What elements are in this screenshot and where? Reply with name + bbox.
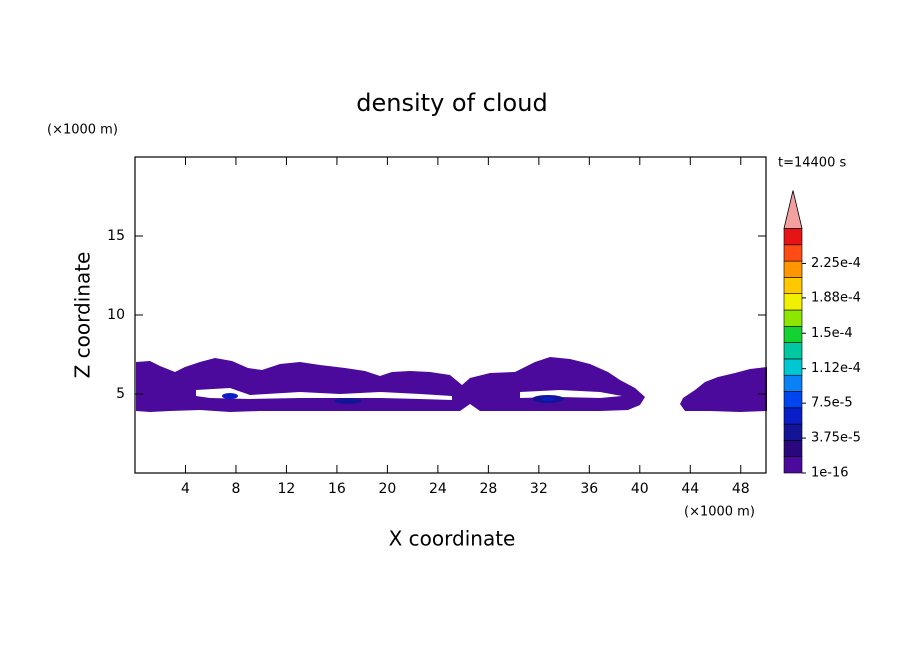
colorbar-tick-label: 1.12e-4 — [811, 361, 861, 376]
y-unit: (×1000 m) — [47, 123, 118, 138]
colorbar-level — [783, 228, 803, 246]
x-tick-label: 24 — [429, 481, 447, 497]
colorbar-level — [783, 244, 803, 262]
x-unit: (×1000 m) — [684, 505, 755, 520]
y-axis-label: Z coordinate — [71, 252, 95, 379]
cloud-core — [334, 398, 362, 404]
chart-title: density of cloud — [356, 89, 547, 117]
colorbar-level — [783, 277, 803, 294]
colorbar-tick-label: 3.75e-5 — [811, 431, 861, 446]
colorbar-tick-label: 1e-16 — [811, 466, 849, 481]
x-tick-label: 4 — [181, 481, 190, 497]
y-tick-label: 15 — [107, 228, 125, 244]
cloud-core — [542, 397, 554, 401]
x-axis-label: X coordinate — [389, 527, 516, 551]
x-tick-label: 20 — [378, 481, 396, 497]
x-tick-label: 48 — [732, 481, 750, 497]
x-tick-label: 8 — [231, 481, 240, 497]
colorbar-level — [783, 260, 803, 278]
cloud-field — [136, 357, 767, 412]
cloud-core — [222, 393, 238, 399]
colorbar-level — [783, 325, 803, 343]
x-tick-label: 32 — [530, 481, 548, 497]
colorbar-level — [783, 374, 803, 392]
plot-frame — [134, 156, 767, 474]
colorbar-level — [783, 358, 803, 376]
x-tick-label: 28 — [479, 481, 497, 497]
colorbar-level — [783, 309, 803, 327]
x-tick-label: 44 — [681, 481, 699, 497]
x-tick-label: 16 — [328, 481, 346, 497]
x-tick-label: 36 — [580, 481, 598, 497]
cloud-region — [136, 357, 645, 412]
colorbar-tick-label: 1.5e-4 — [811, 326, 853, 341]
x-tick-label: 12 — [278, 481, 296, 497]
colorbar-level — [783, 342, 803, 360]
colorbar-tick-label: 1.88e-4 — [811, 290, 861, 305]
colorbar-tick-label: 2.25e-4 — [811, 256, 861, 271]
x-tick-label: 40 — [631, 481, 649, 497]
colorbar-level — [783, 423, 803, 441]
colorbar-over — [783, 190, 803, 229]
colorbar-level — [783, 456, 803, 474]
cloud-region — [680, 367, 767, 412]
y-tick-label: 5 — [116, 386, 125, 402]
time-label: t=14400 s — [778, 156, 846, 171]
y-tick-label: 10 — [107, 307, 125, 323]
colorbar-level — [783, 391, 803, 409]
colorbar-level — [783, 440, 803, 457]
cloud-gap — [196, 388, 452, 400]
colorbar-level — [783, 407, 803, 425]
colorbar-tick-label: 7.5e-5 — [811, 396, 853, 411]
colorbar-level — [783, 293, 803, 311]
